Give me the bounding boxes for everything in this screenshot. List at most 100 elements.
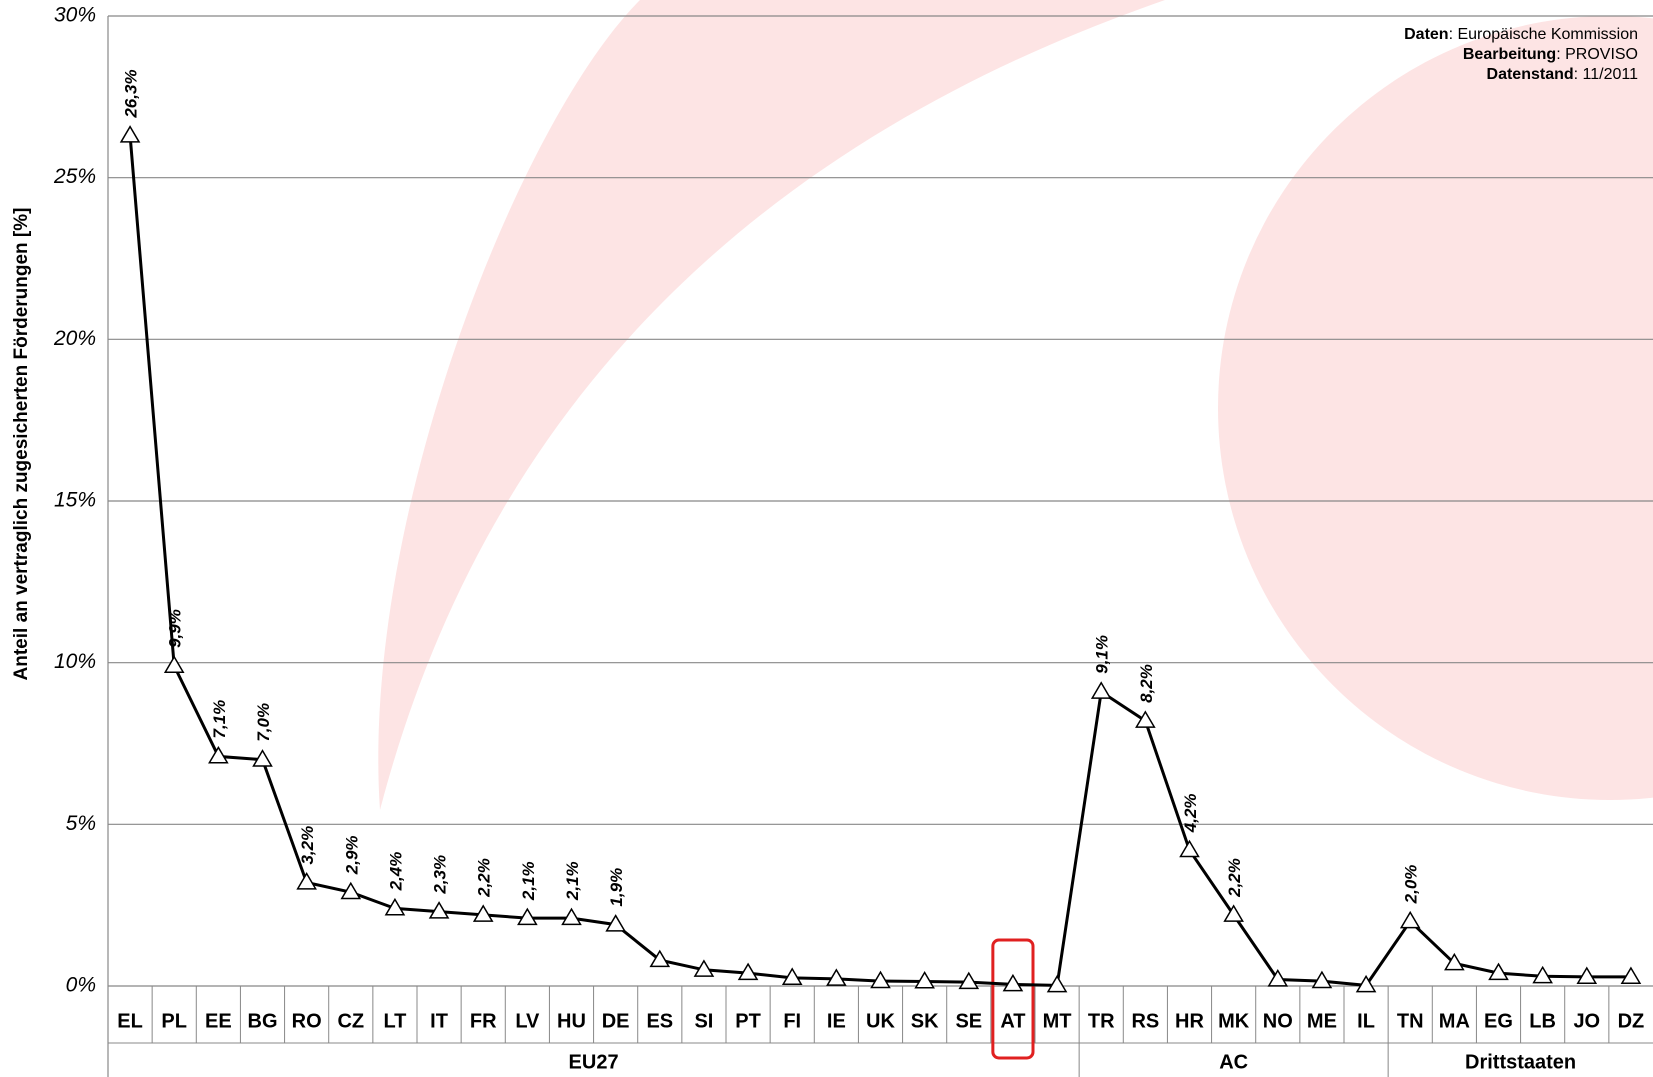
point-marker [1046,974,1068,993]
point-marker [870,970,891,989]
point-marker [1179,839,1200,858]
point-marker [1267,969,1289,987]
data-label: 2,3% [431,855,450,895]
data-label: 2,4% [386,852,405,892]
source-text: : PROVISO [1556,46,1638,63]
x-tick-label: BG [248,1010,278,1032]
point-marker [119,125,141,143]
x-tick-label: RO [292,1010,322,1032]
source-label: Datenstand [1487,66,1574,83]
point-marker [384,897,406,916]
x-tick-label: RS [1131,1010,1159,1032]
point-marker [958,971,980,990]
x-tick-label: EE [205,1010,232,1032]
point-marker [340,881,362,900]
data-label: 9,9% [166,609,185,648]
data-label: 9,1% [1093,635,1112,674]
point-marker [517,907,538,926]
data-label: 2,2% [1225,858,1244,898]
point-marker [1444,952,1465,971]
x-tick-label: PT [735,1010,761,1032]
source-line: Daten: Europäische Kommission [1404,26,1638,43]
data-label: 7,0% [254,703,273,742]
point-marker [605,914,626,932]
source-line: Bearbeitung: PROVISO [1463,46,1638,63]
point-marker [693,959,715,977]
x-tick-label: IE [827,1010,846,1032]
y-tick-label: 0% [66,974,96,997]
x-tick-label: SE [955,1010,982,1032]
data-label: 2,1% [519,861,538,901]
x-tick-label: AT [1000,1010,1025,1032]
point-marker [1090,681,1112,699]
y-tick-label: 10% [54,650,96,673]
point-marker [296,872,317,890]
point-marker [826,968,847,986]
x-tick-label: MT [1043,1010,1072,1032]
point-marker [1223,904,1244,922]
source-note: Daten: Europäische Kommission Bearbeitung… [1404,26,1638,83]
data-label: 7,1% [210,700,229,739]
x-tick-label: MA [1439,1010,1470,1032]
x-tick-label: HU [557,1010,586,1032]
group-label: Drittstaaten [1465,1051,1576,1073]
y-tick-label: 20% [53,327,96,350]
point-marker [1355,974,1377,993]
point-marker [649,949,671,968]
x-tick-label: TN [1397,1010,1424,1032]
x-tick-label: MK [1218,1010,1250,1032]
group-label: AC [1219,1051,1248,1073]
x-tick-label: EL [117,1010,143,1032]
y-tick-label: 5% [66,812,96,835]
source-label: Daten [1404,26,1448,43]
x-tick-label: LB [1529,1010,1556,1032]
x-tick-label: FR [470,1010,497,1032]
x-tick-label: PL [161,1010,187,1032]
x-tick-label: DZ [1618,1010,1645,1032]
point-marker [163,655,185,673]
data-label: 2,2% [475,858,494,898]
data-label: 2,1% [563,861,582,901]
x-tick-label: JO [1573,1010,1600,1032]
y-tick-label: 15% [54,489,96,512]
x-tick-label: TR [1088,1010,1115,1032]
x-tick-label: DE [602,1010,630,1032]
data-label: 2,0% [1402,865,1421,905]
point-marker [737,962,759,981]
point-marker [914,970,935,989]
data-label: 4,2% [1181,793,1200,833]
x-tick-label: ME [1307,1010,1337,1032]
source-line: Datenstand: 11/2011 [1487,66,1639,83]
background-shape [1218,16,1653,800]
y-axis-title: Anteil an vertraglich zugesicherten Förd… [11,208,32,681]
background-shape [378,0,1165,810]
point-marker [1399,910,1421,929]
x-tick-label: NO [1263,1010,1293,1032]
y-tick-label: 30% [54,4,96,27]
data-label: 26,3% [122,69,141,118]
source-label: Bearbeitung [1463,46,1556,63]
point-marker [1620,966,1642,984]
x-tick-label: IT [430,1010,448,1032]
point-marker [561,907,582,926]
point-marker [1002,973,1024,992]
point-marker [428,901,450,919]
y-tick-label: 25% [53,165,96,188]
data-label: 2,9% [342,835,361,875]
x-tick-label: EG [1484,1010,1513,1032]
point-marker [781,967,803,985]
source-text: : Europäische Kommission [1449,26,1638,43]
x-tick-label: CZ [337,1010,364,1032]
point-marker [1135,710,1156,728]
x-tick-label: UK [866,1010,895,1032]
point-marker [472,904,494,922]
x-tick-label: FI [783,1010,801,1032]
point-marker [1576,966,1598,984]
source-text: : 11/2011 [1574,66,1638,83]
x-tick-label: LT [383,1010,406,1032]
x-tick-label: ES [646,1010,673,1032]
x-tick-label: SK [911,1010,939,1032]
highlight-box [991,938,1035,1060]
x-tick-label: SI [694,1010,713,1032]
